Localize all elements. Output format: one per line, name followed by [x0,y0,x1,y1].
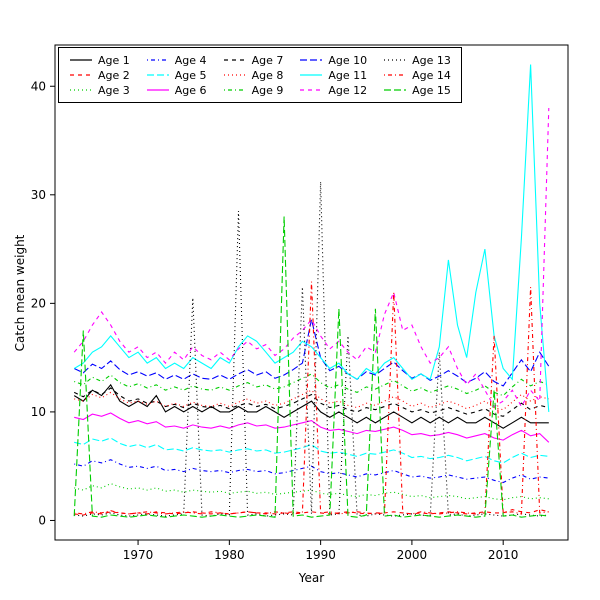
y-axis-title: Catch mean weight [13,234,27,352]
series-line-age-3 [74,483,549,501]
legend-label: Age 12 [328,83,368,97]
x-tick-label: 1970 [123,548,154,562]
y-tick-label: 30 [31,188,46,202]
legend: Age 1 Age 2 Age 3 Age 4 Age 5 Age 6 Age 7 Age 8… [58,47,462,103]
legend-line-sample-icon [146,59,169,61]
legend-label: Age 15 [412,83,451,97]
legend-label: Age 3 [98,83,130,97]
x-axis-title: Year [298,571,325,585]
x-tick-label: 1990 [305,548,336,562]
legend-line-sample-icon [70,89,92,91]
series-line-age-14 [74,281,549,515]
series-line-age-7 [73,387,549,417]
legend-label: Age 5 [174,68,207,82]
legend-label: Age 11 [328,68,368,82]
legend-label: Age 6 [174,83,207,97]
x-tick-label: 2010 [488,548,519,562]
legend-label: Age 1 [98,53,130,67]
legend-item-age-7: Age 7 [223,53,284,67]
series-line-age-2 [74,509,549,516]
series-line-age-12 [73,107,550,408]
legend-line-sample-icon [146,74,169,76]
legend-line-sample-icon [384,59,407,61]
legend-item-age-14: Age 14 [383,69,451,82]
legend-label: Age 8 [251,68,284,82]
x-tick-label: 1980 [214,548,245,562]
y-tick-label: 0 [38,513,46,527]
legend-line-sample-icon [300,74,323,76]
series-line-age-10 [73,319,550,387]
legend-line-sample-icon [223,74,246,76]
legend-item-age-11: Age 11 [299,69,367,82]
legend-line-sample-icon [70,74,92,76]
legend-line-sample-icon [146,89,169,91]
legend-item-age-5: Age 5 [146,69,207,82]
legend-line-sample-icon [223,89,246,91]
series-line-age-4 [74,459,549,484]
legend-line-sample-icon [223,59,246,61]
legend-item-age-10: Age 10 [299,54,367,67]
legend-line-sample-icon [300,89,323,91]
legend-item-age-6: Age 6 [146,84,207,97]
x-tick-label: 2000 [397,548,428,562]
legend-item-age-8: Age 8 [223,68,284,82]
legend-label: Age 13 [412,53,451,67]
plot-border [54,44,569,541]
series-line-age-9 [74,373,549,397]
legend-label: Age 14 [412,68,451,82]
legend-line-sample-icon [70,59,92,61]
y-tick-label: 40 [31,79,46,93]
legend-item-age-2: Age 2 [69,69,130,82]
legend-label: Age 10 [328,53,368,67]
legend-label: Age 2 [98,68,130,82]
legend-item-age-3: Age 3 [69,84,130,97]
series-line-age-13 [74,181,549,517]
series-line-age-8 [74,389,549,411]
legend-item-age-9: Age 9 [223,83,284,97]
series-line-age-11 [73,64,550,412]
legend-item-age-4: Age 4 [146,54,207,67]
legend-item-age-1: Age 1 [69,54,130,67]
series-line-age-5 [74,437,549,464]
series-line-age-1 [73,383,549,429]
legend-line-sample-icon [384,74,407,76]
legend-line-sample-icon [384,89,407,91]
legend-line-sample-icon [300,59,323,61]
legend-label: Age 7 [251,53,284,67]
series-line-age-6 [74,412,550,443]
legend-item-age-15: Age 15 [383,84,451,97]
y-tick-label: 20 [31,296,46,310]
legend-label: Age 9 [251,83,284,97]
legend-item-age-13: Age 13 [383,54,451,67]
legend-item-age-12: Age 12 [299,84,367,97]
y-tick-label: 10 [31,405,46,419]
legend-label: Age 4 [174,53,207,67]
series-line-age-15 [73,216,549,518]
